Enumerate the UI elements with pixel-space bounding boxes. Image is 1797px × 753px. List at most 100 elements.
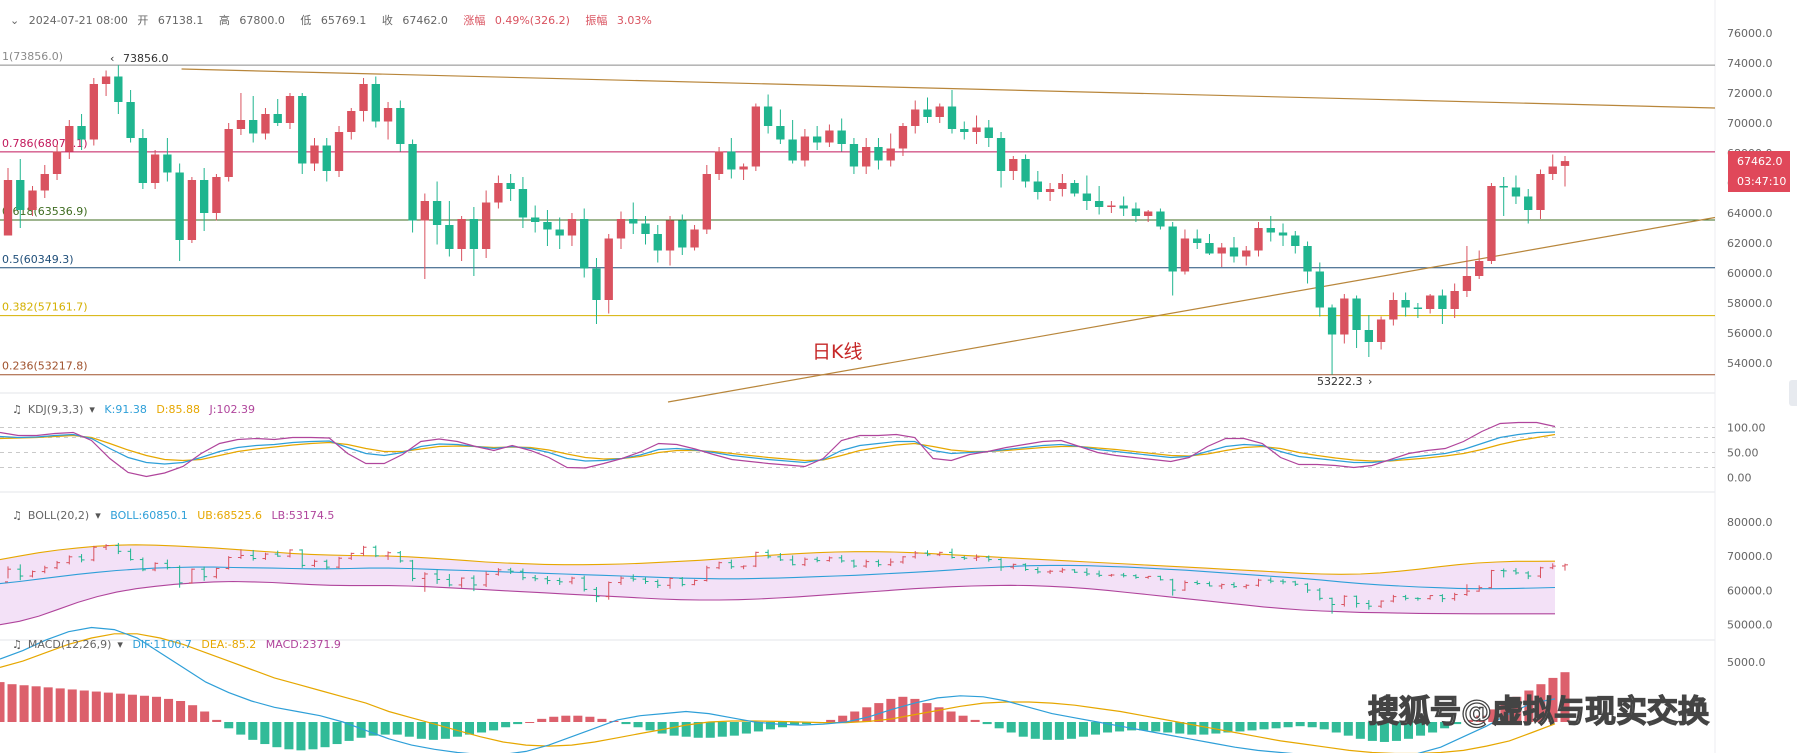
bell-icon[interactable]: ♫	[12, 509, 22, 522]
candle-body	[101, 76, 111, 84]
ohlc-info-bar: ⌄ 2024-07-21 08:00 开 67138.1 高 67800.0 低…	[10, 12, 664, 28]
macd-histogram-bar	[1536, 684, 1546, 722]
low-value: 65769.1	[320, 14, 367, 27]
price-tick-label: 62000.0	[1727, 237, 1773, 250]
price-axis: 76000.074000.072000.070000.068000.066000…	[1727, 27, 1773, 370]
low-label: 低	[300, 14, 312, 27]
macd-histogram-bar	[1127, 722, 1137, 731]
candle-body	[763, 106, 773, 126]
candle-body	[28, 190, 37, 210]
candle-body	[1401, 300, 1410, 308]
candle-body	[445, 225, 454, 249]
candle-body	[1107, 205, 1116, 207]
macd-histogram-bar	[669, 722, 679, 736]
sidebar-toggle-handle[interactable]	[1789, 380, 1797, 406]
fib-level-label: 0.382(57161.7)	[2, 301, 88, 314]
macd-histogram-bar	[344, 722, 354, 741]
chevron-down-icon[interactable]: ▾	[89, 403, 95, 416]
boll-legend[interactable]: ♫ BOLL(20,2) ▾ BOLL:60850.1 UB:68525.6 LB:…	[12, 509, 340, 522]
macd-histogram-bar	[621, 722, 631, 725]
candle-body	[1425, 295, 1435, 309]
candle-body	[849, 144, 859, 167]
macd-histogram-bar	[332, 722, 342, 745]
candle-body	[52, 151, 62, 174]
macd-histogram-bar	[537, 718, 547, 722]
macd-histogram-bar	[573, 715, 583, 722]
candlestick-series	[3, 65, 1570, 375]
candle-body	[65, 126, 74, 152]
macd-histogram-bar	[236, 722, 246, 735]
macd-histogram-bar	[1319, 722, 1329, 730]
macd-histogram-bar	[1042, 722, 1052, 740]
bell-icon[interactable]: ♫	[12, 638, 22, 651]
candle-body	[1413, 307, 1423, 309]
price-tick-label: 58000.0	[1727, 297, 1773, 310]
candle-body	[678, 220, 687, 248]
candle-body	[1450, 291, 1459, 309]
candle-body	[1352, 298, 1361, 330]
candle-body	[469, 219, 479, 249]
candle-body	[886, 148, 895, 161]
candle-body	[432, 201, 442, 225]
macd-histogram-bar	[1115, 722, 1125, 732]
macd-histogram-bar	[368, 722, 378, 736]
macd-histogram-bar	[525, 722, 535, 723]
macd-histogram-bar	[1428, 722, 1438, 733]
candle-body	[285, 96, 295, 123]
candle-body	[371, 84, 380, 122]
macd-name: MACD(12,26,9)	[27, 638, 112, 651]
candle-body	[1389, 300, 1398, 320]
candle-body	[1303, 246, 1312, 272]
candle-body	[531, 217, 540, 222]
candle-body	[322, 145, 331, 171]
open-label: 开	[137, 14, 149, 27]
macd-dea-line	[0, 633, 1556, 753]
macd-histogram-bar	[284, 722, 294, 750]
candle-body	[812, 136, 822, 143]
candle-body	[1315, 271, 1324, 308]
macd-legend[interactable]: ♫ MACD(12,26,9) ▾ DIF:1100.7 DEA:-85.2 MAC…	[12, 638, 347, 651]
macd-histogram-bar	[898, 696, 908, 722]
fib-level-label: 0.5(60349.3)	[2, 253, 74, 266]
macd-histogram-bar	[1367, 722, 1377, 741]
macd-histogram-bar	[729, 722, 739, 736]
macd-histogram-bar	[970, 719, 980, 722]
macd-histogram-bar	[91, 691, 101, 722]
macd-histogram-bar	[946, 711, 956, 722]
bell-icon[interactable]: ♫	[12, 403, 22, 416]
boll-lb: LB:53174.5	[271, 509, 335, 522]
candle-body	[1009, 159, 1018, 171]
price-tick-label: 56000.0	[1727, 327, 1773, 340]
kdj-name: KDJ(9,3,3)	[27, 403, 84, 416]
candle-body	[457, 219, 466, 249]
macd-histogram-bar	[513, 722, 523, 725]
macd-histogram-bar	[308, 722, 318, 750]
candle-body	[972, 127, 981, 132]
candle-body	[665, 220, 675, 251]
macd-dif: DIF:1100.7	[132, 638, 192, 651]
candle-body	[1364, 330, 1374, 342]
current-price-box	[1728, 151, 1790, 192]
macd-histogram-bar	[1103, 722, 1113, 733]
candle-body	[1070, 183, 1079, 194]
chevron-down-icon[interactable]: ▾	[95, 509, 101, 522]
chevron-down-icon[interactable]: ▾	[117, 638, 123, 651]
macd-histogram-bar	[1476, 715, 1486, 722]
macd-tick-label: 5000.0	[1727, 656, 1766, 669]
macd-histogram-bar	[1151, 722, 1161, 732]
chevron-down-icon[interactable]: ⌄	[10, 14, 20, 27]
candle-body	[212, 177, 221, 213]
kdj-legend[interactable]: ♫ KDJ(9,3,3) ▾ K:91.38 D:85.88 J:102.39	[12, 403, 261, 416]
candle-body	[273, 114, 282, 123]
kdj-tick-label: 100.00	[1727, 422, 1766, 435]
chart-title: 日K线	[812, 341, 862, 363]
macd-histogram-bar	[753, 722, 763, 732]
macd-histogram-bar	[1416, 722, 1426, 736]
macd-histogram-bar	[1235, 722, 1245, 732]
fib-level-label: 0.618(63536.9)	[2, 205, 88, 218]
macd-histogram-bar	[1187, 722, 1197, 735]
candle-body	[984, 127, 993, 138]
macd-histogram-bar	[1139, 722, 1149, 731]
macd-histogram-bar	[464, 722, 475, 735]
